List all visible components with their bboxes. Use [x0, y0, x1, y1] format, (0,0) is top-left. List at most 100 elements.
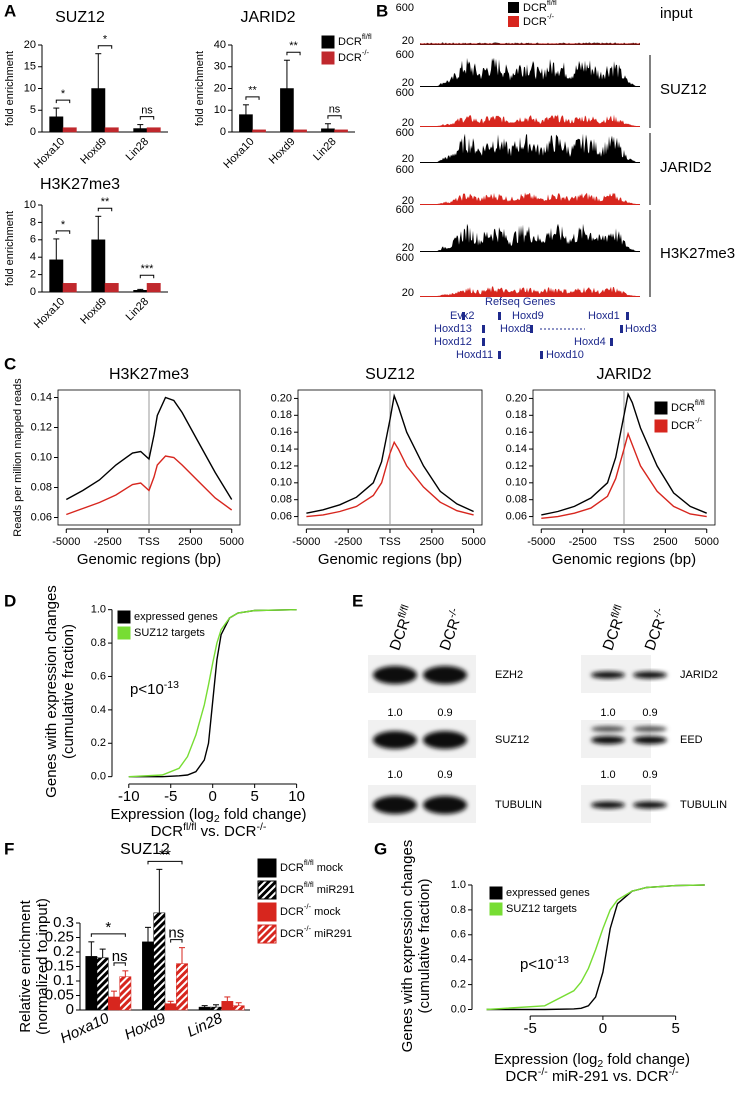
track-signal	[420, 286, 640, 297]
y-tick-label: 0.6	[91, 670, 106, 682]
significance-label: **	[289, 40, 298, 52]
error-bar	[224, 996, 231, 1002]
x-tick-label: TSS	[379, 536, 400, 548]
error-bar	[213, 1004, 219, 1008]
legend-swatch	[257, 924, 277, 944]
gene-label: Hoxd12	[434, 336, 472, 348]
panel-label: G	[374, 839, 387, 858]
track-max-label: 600	[396, 127, 414, 139]
x-tick-label: Hoxd9	[78, 296, 109, 327]
y-tick-label: 0	[30, 126, 36, 138]
bar	[239, 114, 253, 133]
error-bar	[324, 123, 331, 129]
legend-swatch	[508, 16, 519, 27]
text-part: Expression (log	[111, 806, 214, 823]
x-axis-label: DCRfl/fl vs. DCR-/-	[151, 821, 267, 840]
significance-label: ***	[141, 263, 155, 275]
text-part: -/-	[695, 416, 703, 425]
text-part: Genomic regions (bp)	[318, 551, 462, 568]
x-tick-label: Hoxd9	[122, 1010, 169, 1044]
x-tick-label: 5000	[694, 536, 718, 548]
series-line	[486, 884, 705, 1011]
legend-swatch	[321, 35, 335, 49]
gene-label: Hoxd9	[512, 310, 544, 322]
y-tick-label: 0.4	[451, 954, 466, 966]
significance-bracket	[327, 115, 342, 119]
y-tick-label: 0.16	[506, 426, 527, 438]
error-bar	[53, 238, 60, 260]
chart-title: SUZ12	[365, 366, 415, 383]
blot-band	[591, 726, 625, 732]
x-tick-label: -2500	[569, 536, 597, 548]
text-part: Genes with expression changes	[399, 840, 416, 1053]
legend-label: DCRfl/fl miR291	[280, 880, 355, 896]
x-tick-label: Hoxa10	[32, 136, 67, 171]
quant-label: 0.9	[642, 707, 657, 719]
gene-label: Hoxd4	[574, 336, 606, 348]
chart-title: JARID2	[240, 9, 295, 26]
chart-title: SUZ12	[55, 9, 105, 26]
y-tick-label: 0.05	[45, 986, 74, 1003]
text-part: DCR	[671, 402, 695, 414]
significance-bracket	[97, 207, 113, 212]
text-part: -/-	[362, 48, 370, 57]
y-axis-label: Relative enrichment	[17, 899, 34, 1032]
text-part: fl/fl	[396, 603, 412, 620]
track-min-label: 20	[402, 195, 414, 207]
text-part: SUZ12 targets	[506, 903, 577, 915]
legend-label: DCR-/- mock	[280, 902, 341, 918]
text-part: Genes with expression changes	[43, 585, 60, 798]
y-tick-label: 0.18	[271, 409, 292, 421]
text-part: DCR	[671, 420, 695, 432]
y-tick-label: 30	[214, 61, 226, 73]
track-min-label: 20	[402, 77, 414, 89]
bar	[321, 128, 335, 133]
panel-label: A	[4, 1, 16, 20]
text-part: miR291	[314, 884, 355, 896]
x-tick-label: Lin28	[124, 136, 152, 164]
series-line	[65, 396, 233, 501]
blot-band	[423, 796, 467, 814]
track-signal	[420, 223, 640, 252]
blot-band	[591, 736, 625, 744]
significance-bracket	[147, 860, 183, 865]
bar	[164, 1003, 177, 1011]
legend-label: DCR-/- miR291	[280, 924, 352, 940]
bar	[221, 1001, 234, 1011]
series-line	[541, 392, 707, 516]
text-part: fl/fl	[304, 880, 314, 889]
gene-glyph	[482, 338, 485, 346]
bar	[176, 963, 188, 1011]
bar	[91, 239, 106, 293]
error-bar	[122, 970, 129, 977]
x-tick-label: Lin28	[124, 296, 152, 324]
text-part: DCR	[338, 36, 362, 48]
track-max-label: 600	[396, 252, 414, 264]
y-tick-label: 0.20	[271, 392, 292, 404]
text-part: SUZ12 targets	[134, 627, 205, 639]
bar	[146, 283, 161, 293]
text-part: fl/fl	[547, 0, 557, 7]
y-axis-label: fold enrichment	[4, 51, 16, 126]
blot-band	[633, 671, 667, 679]
text-part: DCR	[505, 1068, 538, 1085]
bar	[62, 127, 77, 133]
track-max-label: 600	[396, 49, 414, 61]
quant-label: 0.9	[642, 769, 657, 781]
bar	[198, 1006, 211, 1011]
legend-swatch	[257, 880, 277, 900]
series-line	[541, 431, 707, 519]
x-axis-label: Genomic regions (bp)	[318, 551, 462, 568]
text-part: miR-291 vs. DCR	[548, 1068, 669, 1085]
track-max-label: 600	[396, 2, 414, 14]
x-tick-label: -5000	[292, 536, 320, 548]
panel-label: E	[352, 591, 363, 610]
lane-header: DCR-/-	[639, 606, 672, 653]
chart-title: H3K27me3	[40, 176, 120, 193]
significance-bracket	[245, 96, 260, 100]
text-part: DCR	[600, 616, 627, 653]
error-bar	[201, 1005, 208, 1008]
track-label: input	[660, 5, 693, 22]
significance-bracket	[170, 939, 183, 943]
text-part: -/-	[304, 902, 312, 911]
